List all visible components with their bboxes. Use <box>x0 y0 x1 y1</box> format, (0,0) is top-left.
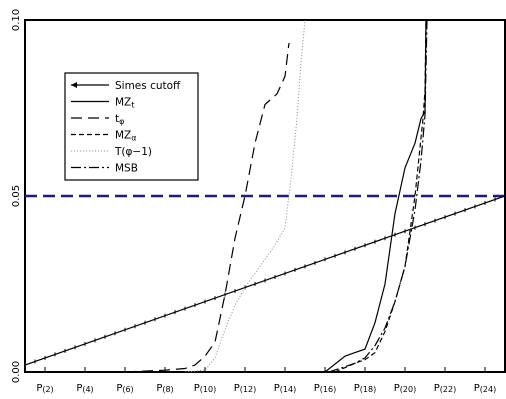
x-tick-label: P(20) <box>394 383 416 394</box>
x-tick-label: P(22) <box>434 383 456 394</box>
legend-label: MSB <box>115 163 138 175</box>
x-tick-label: P(12) <box>234 383 256 394</box>
series-line-4 <box>184 20 306 372</box>
x-tick-label: P(14) <box>274 383 296 394</box>
legend-label: Simes cutoff <box>115 80 181 92</box>
x-tick-label: P(24) <box>474 383 496 394</box>
legend-label: T(φ−1) <box>114 146 152 158</box>
x-tick-label: P(4) <box>76 383 93 394</box>
legend-box <box>64 72 199 181</box>
legend-label: MZα <box>115 130 137 143</box>
legend-swatch-arrow <box>71 82 77 88</box>
x-tick-label: P(2) <box>36 383 53 394</box>
legend-label: MZt <box>115 97 134 110</box>
series-line-5 <box>328 20 428 372</box>
x-tick-label: P(16) <box>314 383 336 394</box>
x-tick-label: P(6) <box>116 383 133 394</box>
y-tick-label: 0.05 <box>11 185 22 207</box>
x-tick-label: P(10) <box>194 383 216 394</box>
y-tick-label: 0.10 <box>11 9 22 31</box>
series-line-1 <box>324 20 427 372</box>
series-line-2 <box>124 42 290 372</box>
legend-label: tφ <box>115 113 124 126</box>
y-tick-label: 0.00 <box>11 361 22 383</box>
x-tick-label: P(8) <box>156 383 173 394</box>
x-tick-label: P(18) <box>354 383 376 394</box>
